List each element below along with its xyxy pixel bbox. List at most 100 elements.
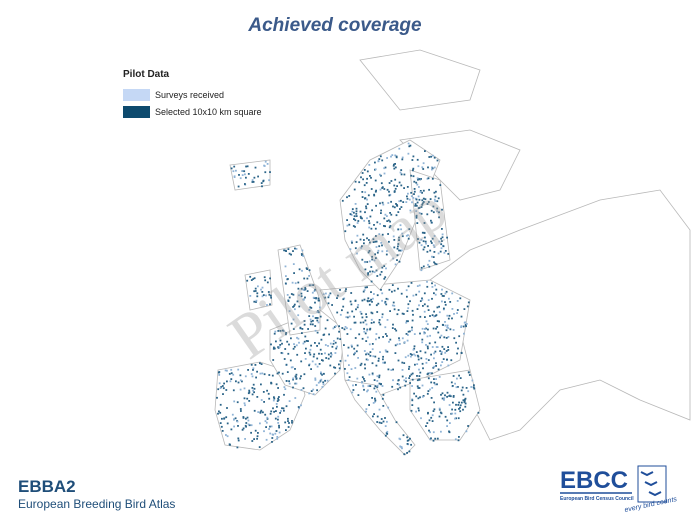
survey-square [429,198,432,200]
survey-square [365,408,368,410]
survey-square [440,334,443,337]
survey-square [303,340,306,343]
survey-square [321,373,323,376]
survey-square [435,378,437,380]
survey-square [415,293,418,296]
survey-square [294,397,297,399]
survey-square [246,165,249,168]
survey-square [454,438,457,441]
survey-square [423,303,426,306]
survey-square [346,327,348,330]
survey-square [436,210,438,213]
survey-square [445,290,448,293]
survey-square [416,222,419,224]
survey-square [467,371,470,374]
survey-square [433,261,435,264]
survey-square [308,364,310,367]
survey-square [393,184,396,187]
survey-square [246,416,249,419]
survey-square [426,422,429,424]
survey-square [393,239,396,241]
survey-square [438,211,440,214]
survey-square [415,198,418,201]
survey-square [326,319,329,322]
survey-square [398,200,401,203]
survey-square [425,361,428,364]
survey-square [420,269,423,272]
survey-square [452,401,454,404]
survey-square [429,315,431,317]
survey-square [437,252,440,255]
survey-square [256,295,259,298]
survey-square [362,384,364,387]
survey-square [401,369,404,371]
survey-square [410,443,412,446]
survey-square [436,437,439,440]
survey-square [327,302,330,305]
survey-square [266,416,269,419]
survey-square [370,266,373,268]
survey-square [342,305,345,308]
survey-square [369,327,372,330]
survey-square [386,250,388,252]
survey-square [376,375,379,378]
survey-square [371,372,374,375]
survey-square [392,323,394,326]
survey-square [308,351,311,354]
survey-square [359,364,362,367]
survey-square [395,203,397,205]
survey-square [426,323,429,325]
survey-square [247,369,249,371]
survey-square [344,368,346,370]
survey-square [421,199,424,202]
survey-square [379,223,381,225]
survey-square [270,296,272,299]
survey-square [237,368,240,371]
survey-square [414,363,416,366]
survey-square [314,288,316,291]
survey-square [276,405,278,408]
survey-square [416,285,419,287]
survey-square [255,301,257,303]
survey-square [252,383,255,386]
arctic-islands [359,49,481,111]
survey-square [266,304,268,306]
survey-square [399,343,401,345]
survey-square [422,189,425,192]
survey-square [235,169,237,172]
survey-square [356,222,359,224]
survey-square [359,310,362,313]
survey-square [435,327,437,330]
survey-square [281,352,284,355]
survey-square [366,352,369,355]
survey-square [446,395,448,398]
survey-square [276,400,279,402]
survey-square [374,399,377,402]
survey-square [279,339,282,342]
survey-square [389,225,392,227]
survey-square [443,399,445,401]
survey-square [379,188,382,191]
survey-square [329,342,332,345]
survey-square [290,337,292,340]
survey-square [364,367,366,370]
survey-square [447,346,449,348]
survey-square [354,180,357,183]
survey-square [244,183,246,185]
survey-square [316,319,319,322]
survey-square [411,385,413,387]
survey-square [423,222,426,224]
survey-square [468,374,471,376]
survey-square [217,412,219,415]
survey-square [308,269,311,272]
survey-square [465,323,468,325]
survey-square [390,180,393,182]
survey-square [265,426,267,428]
survey-square [375,304,378,307]
survey-square [459,404,462,407]
survey-square [287,352,290,355]
survey-square [348,195,351,197]
survey-square [363,380,366,382]
survey-square [400,184,403,187]
survey-square [354,203,357,205]
